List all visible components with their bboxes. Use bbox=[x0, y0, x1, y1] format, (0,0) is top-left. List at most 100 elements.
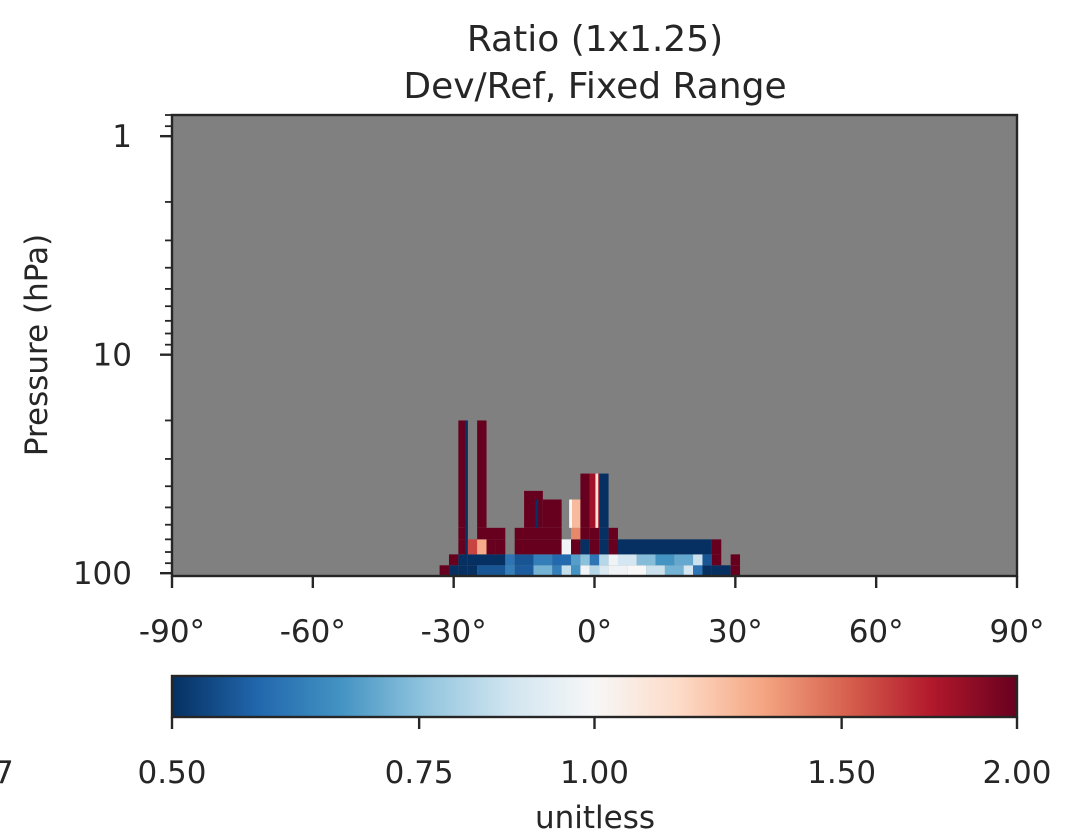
y-axis: 1 10 100 bbox=[73, 114, 172, 592]
heatmap-cell bbox=[599, 527, 609, 540]
heatmap-cell bbox=[595, 473, 599, 528]
heatmap-cell bbox=[646, 565, 665, 576]
colorbar-tick-label: 0.50 bbox=[137, 755, 206, 791]
heatmap-cell bbox=[617, 554, 637, 566]
heatmap-cell bbox=[533, 554, 553, 566]
colorbar-cut-label: 7 bbox=[0, 755, 14, 791]
heatmap-cell bbox=[514, 565, 534, 576]
heatmap-cell bbox=[458, 420, 468, 528]
colorbar-tick-label: 1.50 bbox=[807, 755, 876, 791]
x-tick-label: 90° bbox=[990, 614, 1045, 650]
heatmap-cell bbox=[477, 565, 506, 576]
heatmap-cell bbox=[580, 565, 590, 576]
heatmap-cell bbox=[599, 565, 609, 576]
heatmap-cell bbox=[693, 565, 703, 576]
x-axis: -90° -60° -30° 0° 30° 60° 90° bbox=[139, 576, 1045, 650]
x-tick-label: 60° bbox=[849, 614, 904, 650]
y-axis-label: Pressure (hPa) bbox=[19, 234, 55, 456]
heatmap-cell bbox=[467, 565, 478, 576]
heatmap-cell bbox=[458, 539, 468, 555]
heatmap-cell bbox=[505, 565, 515, 576]
heatmap-cell bbox=[552, 565, 562, 576]
y-tick-label: 1 bbox=[112, 119, 132, 155]
x-tick-label: -90° bbox=[139, 614, 205, 650]
heatmap-cell bbox=[524, 490, 543, 528]
heatmap-cell bbox=[464, 420, 468, 555]
heatmap-cell bbox=[683, 565, 694, 576]
colorbar-tick-label: 1.00 bbox=[560, 755, 629, 791]
heatmap-cell bbox=[514, 527, 562, 540]
heatmap-cell bbox=[569, 499, 572, 528]
heatmap-cell bbox=[477, 420, 487, 528]
heatmap-cell bbox=[730, 565, 741, 576]
heatmap-cell bbox=[533, 565, 553, 576]
heatmap-cell bbox=[580, 473, 590, 528]
heatmap-cell bbox=[561, 565, 572, 576]
heatmap-cell bbox=[627, 565, 647, 576]
heatmap-cell bbox=[561, 539, 572, 555]
heatmap-cell bbox=[552, 554, 572, 566]
heatmap-cell bbox=[580, 554, 590, 566]
y-tick-label: 10 bbox=[93, 338, 132, 374]
heatmap-cell bbox=[702, 554, 712, 566]
heatmap-cell bbox=[458, 565, 468, 576]
heatmap-cell bbox=[571, 539, 581, 555]
heatmap-cell bbox=[674, 554, 694, 566]
chart-subtitle: Dev/Ref, Fixed Range bbox=[403, 66, 786, 107]
heatmap-cell bbox=[580, 539, 590, 555]
heatmap-cell bbox=[693, 554, 703, 566]
heatmap-cell bbox=[467, 554, 506, 566]
heatmap-cell bbox=[636, 554, 656, 566]
heatmap-cell bbox=[730, 554, 741, 566]
x-tick-label: -60° bbox=[280, 614, 346, 650]
heatmap-cell bbox=[589, 527, 600, 540]
heatmap-cell bbox=[599, 539, 609, 555]
heatmap-cell bbox=[514, 539, 562, 555]
heatmap-cell bbox=[571, 565, 581, 576]
heatmap-cell bbox=[514, 554, 534, 566]
heatmap-cell bbox=[655, 554, 675, 566]
heatmap-cell bbox=[448, 565, 459, 576]
heatmap-cell bbox=[589, 565, 600, 576]
x-tick-label: -30° bbox=[421, 614, 487, 650]
heatmap-cells bbox=[439, 420, 741, 576]
colorbar-axis: 0.50 0.75 1.00 1.50 2.00 bbox=[137, 717, 1052, 791]
heatmap-cell bbox=[439, 565, 449, 576]
heatmap-cell bbox=[599, 554, 609, 566]
heatmap-cell bbox=[702, 565, 712, 576]
heatmap-cell bbox=[458, 527, 468, 540]
heatmap-cell bbox=[486, 539, 496, 555]
heatmap-cell bbox=[477, 539, 487, 555]
heatmap-cell bbox=[599, 473, 609, 528]
heatmap-cell bbox=[589, 539, 600, 555]
heatmap-cell bbox=[477, 527, 506, 540]
heatmap-cell bbox=[608, 527, 618, 540]
heatmap-cell bbox=[608, 565, 628, 576]
colorbar-tick-label: 0.75 bbox=[385, 755, 454, 791]
y-tick-label: 100 bbox=[73, 556, 132, 592]
heatmap-cell bbox=[589, 473, 600, 528]
heatmap-cell bbox=[448, 554, 459, 566]
heatmap-cell bbox=[495, 539, 506, 555]
heatmap-cell bbox=[542, 499, 562, 528]
colorbar-tick-label: 2.00 bbox=[982, 755, 1051, 791]
heatmap-cell bbox=[711, 554, 722, 566]
heatmap-cell bbox=[711, 539, 722, 555]
heatmap-cell bbox=[617, 539, 712, 555]
heatmap-cell bbox=[458, 554, 468, 566]
colorbar-gradient bbox=[172, 676, 1017, 717]
x-tick-label: 30° bbox=[708, 614, 763, 650]
x-tick-label: 0° bbox=[577, 614, 612, 650]
chart-title: Ratio (1x1.25) bbox=[467, 19, 723, 60]
heatmap-cell bbox=[580, 527, 590, 540]
heatmap-cell bbox=[571, 499, 581, 528]
heatmap-cell bbox=[571, 527, 581, 540]
colorbar-label: unitless bbox=[535, 800, 655, 835]
heatmap-cell bbox=[571, 554, 581, 566]
heatmap-cell bbox=[608, 539, 618, 555]
heatmap-cell bbox=[535, 499, 539, 528]
heatmap-cell bbox=[505, 554, 515, 566]
heatmap-cell bbox=[664, 565, 684, 576]
heatmap-cell bbox=[589, 554, 600, 566]
